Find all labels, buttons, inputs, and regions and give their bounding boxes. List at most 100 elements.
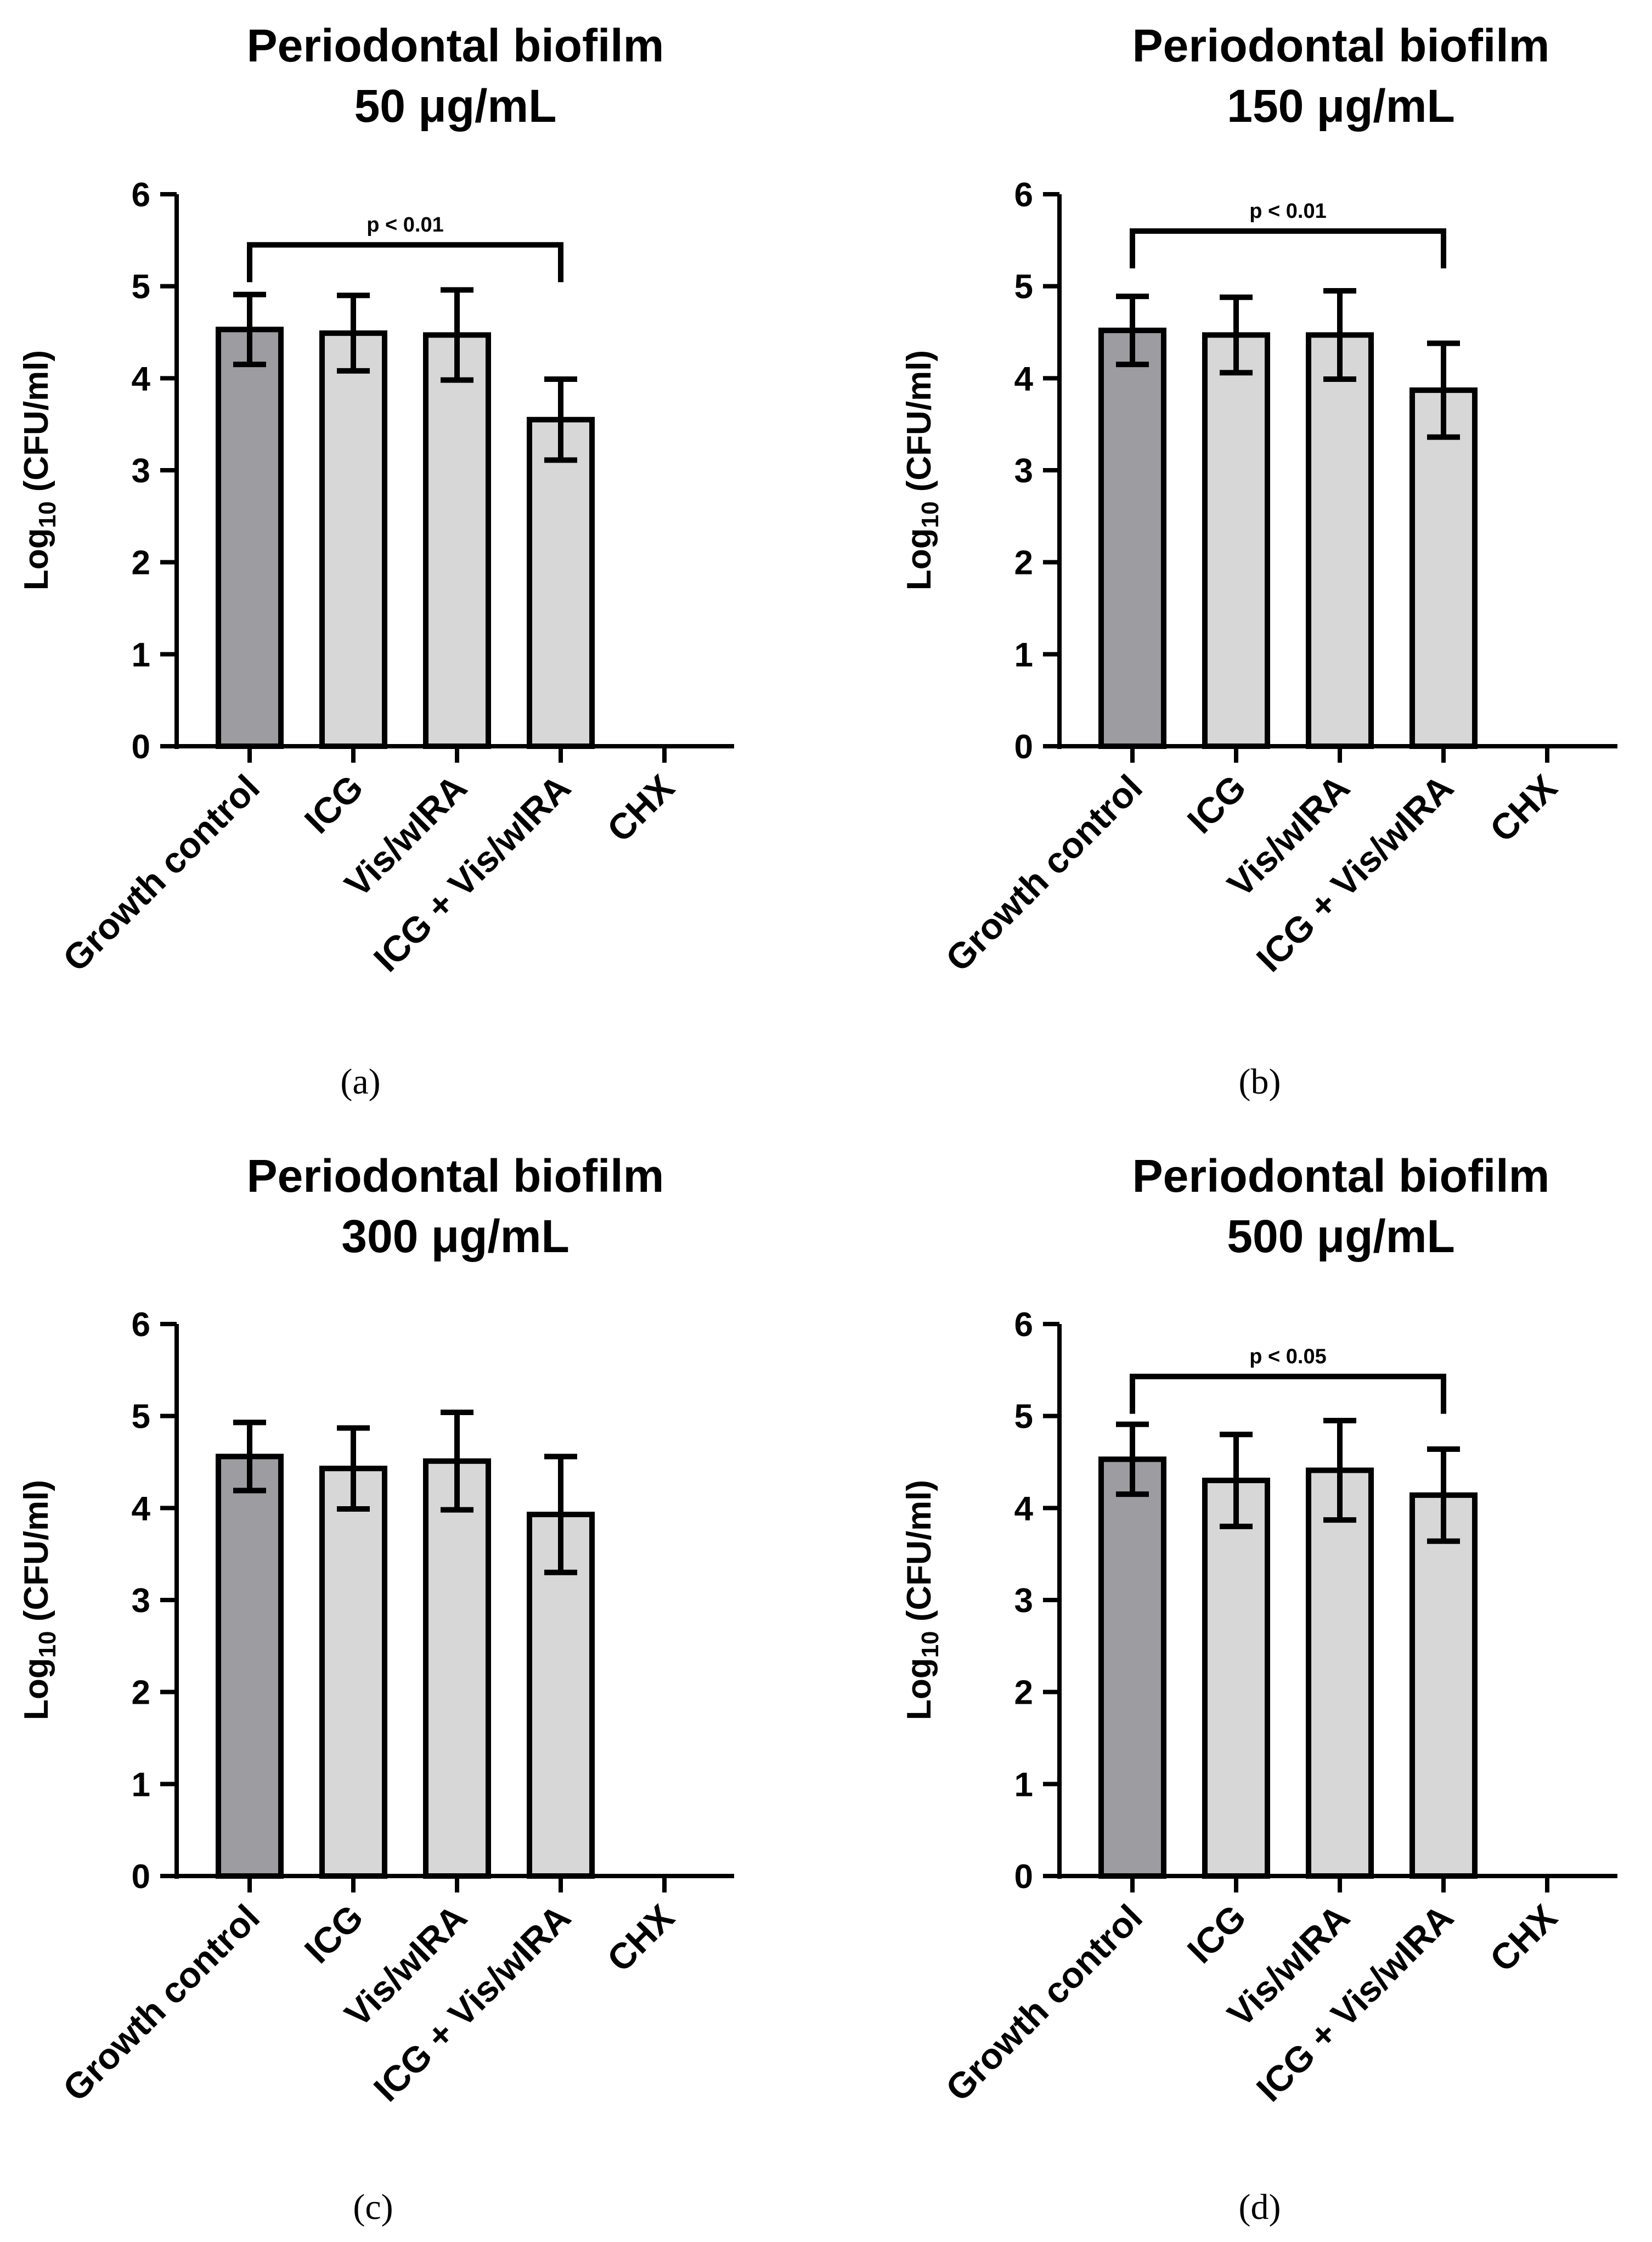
y-tick-label: 2 [132,544,150,582]
chart-subtitle: 500 μg/mL [1227,1210,1455,1262]
x-category-label: CHX [599,1897,682,1980]
bar-icg-vis-wira [1409,387,1478,749]
chart-subtitle: 50 μg/mL [354,80,557,132]
y-tick-label: 5 [132,268,150,306]
y-axis-label: Log10 (CFU/ml) [900,350,944,590]
x-category-label: ICG + Vis/wIRA [1249,1897,1461,2109]
y-tick-label: 3 [1014,452,1033,490]
bar-icg [1202,1478,1270,1879]
y-tick-label: 3 [132,1582,150,1620]
x-category-label: Growth control [55,767,267,979]
bar-growth-control [1098,328,1166,749]
y-axis-label-subscript: 10 [917,501,944,528]
chart-title: Periodontal biofilm [247,20,664,71]
bar-icg [319,330,387,749]
x-category-label: ICG [297,1897,371,1971]
error-bar [441,287,473,383]
y-tick-label: 0 [1014,1858,1033,1896]
error-bar [441,1409,473,1513]
y-tick-label: 4 [132,360,151,398]
x-category-label: CHX [1482,1897,1565,1980]
y-tick-label: 4 [1014,360,1034,398]
y-tick-label: 5 [1014,1398,1033,1436]
y-tick-label: 5 [132,1398,150,1436]
x-category-label: ICG + Vis/wIRA [366,1897,578,2109]
significance-label: p < 0.05 [1249,1345,1326,1368]
x-category-label: ICG [1180,1897,1254,1971]
y-tick-label: 5 [1014,268,1033,306]
y-axis-label-main: Log [18,528,55,590]
chart-title: Periodontal biofilm [1132,1150,1550,1202]
bar-growth-control [216,1454,284,1879]
error-bar [1116,294,1149,368]
panel-label: (b) [1239,1062,1281,1102]
y-tick-label: 1 [132,1766,150,1804]
y-axis-label-subscript: 10 [917,1631,944,1658]
x-category-label: ICG + Vis/wIRA [1249,767,1461,979]
y-tick-label: 1 [1014,636,1033,674]
y-tick-label: 3 [132,452,150,490]
panel-label: (d) [1239,2187,1281,2227]
y-tick-label: 4 [1014,1490,1034,1528]
y-axis-label: Log10 (CFU/ml) [18,350,61,590]
y-tick-label: 3 [1014,1582,1033,1620]
y-tick-label: 2 [1014,544,1033,582]
significance-line [247,242,563,283]
bar-icg [319,1466,387,1879]
bar-icg-vis-wira [1409,1492,1478,1879]
y-tick-label: 6 [132,1306,150,1344]
error-bar [1323,288,1356,382]
y-tick-label: 0 [1014,728,1033,766]
error-bar [233,291,266,368]
x-category-label: ICG + Vis/wIRA [366,767,578,979]
x-category-label: Growth control [55,1897,267,2109]
y-tick-label: 6 [132,176,150,214]
significance-bracket [1130,1373,1446,1414]
chart-subtitle: 150 μg/mL [1227,80,1455,132]
significance-bracket [247,242,563,283]
error-bar [1427,1446,1460,1544]
y-tick-label: 6 [1014,1306,1033,1344]
y-axis-label-unit: (CFU/ml) [18,1480,55,1631]
chart-panel-d: Periodontal biofilm 500 μg/mL Log10 (CFU/m… [900,1150,1617,2227]
bar-vis-wira [1306,332,1374,749]
error-bar [1220,1432,1253,1529]
error-bar [1427,340,1460,440]
y-axis-label-main: Log [900,1658,938,1720]
significance-bracket [1130,228,1446,269]
bar-icg [1202,332,1270,749]
error-bar [544,1454,577,1575]
panel-label: (a) [340,1062,380,1102]
error-bar [337,292,370,374]
significance-line [1130,228,1446,269]
y-tick-label: 0 [132,728,150,766]
x-category-label: CHX [1482,767,1565,850]
y-tick-label: 2 [132,1674,150,1712]
panel-label: (c) [353,2187,393,2227]
y-tick-label: 6 [1014,176,1033,214]
y-axis-label-main: Log [900,528,938,590]
y-axis-label-main: Log [18,1658,55,1720]
y-axis-label-unit: (CFU/ml) [900,350,938,502]
x-category-label: Growth control [938,767,1150,979]
y-axis-label-unit: (CFU/ml) [18,350,55,502]
bar-vis-wira [423,1458,491,1879]
y-tick-label: 1 [1014,1766,1033,1804]
x-category-label: Growth control [938,1897,1150,2109]
error-bar [233,1419,266,1494]
y-axis-label: Log10 (CFU/ml) [900,1480,944,1720]
error-bar [1323,1418,1356,1523]
x-category-label: ICG [297,767,371,841]
bar-icg-vis-wira [527,416,595,749]
y-tick-label: 4 [132,1490,151,1528]
y-axis-label-subscript: 10 [34,1631,61,1658]
y-tick-label: 1 [132,636,150,674]
significance-label: p < 0.01 [1249,200,1326,223]
bar-growth-control [216,326,284,749]
chart-subtitle: 300 μg/mL [341,1210,570,1262]
x-category-label: CHX [599,767,682,850]
